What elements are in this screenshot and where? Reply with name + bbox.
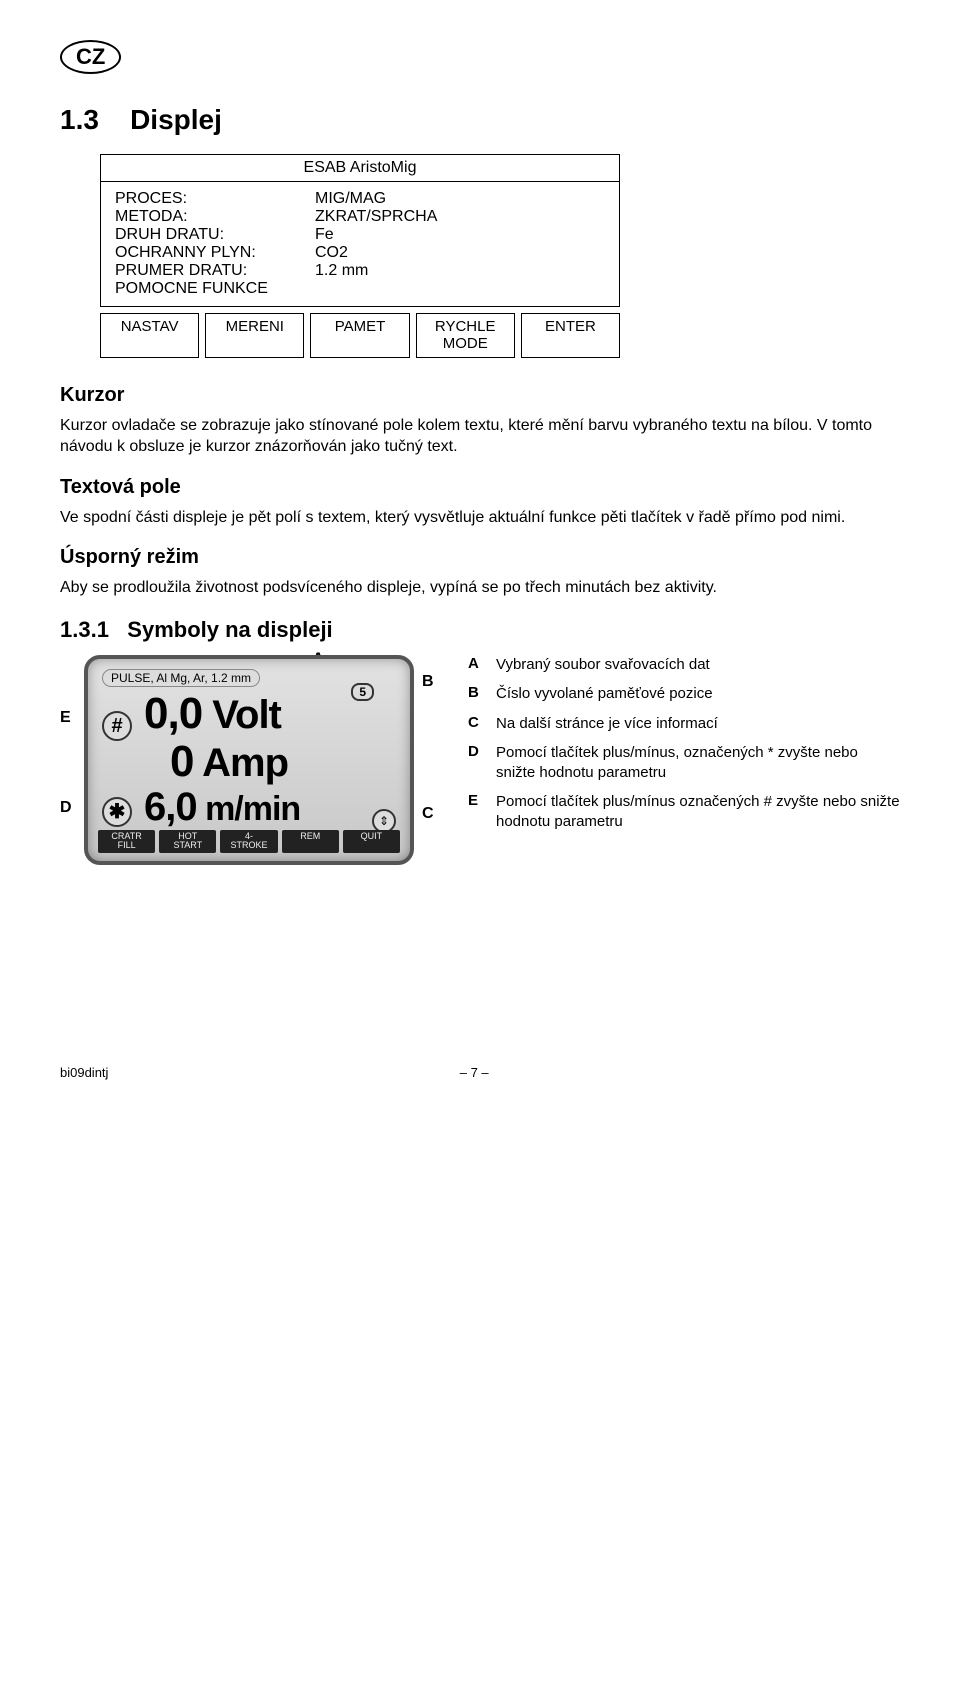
display-key: PRUMER DRATU:	[115, 262, 315, 280]
hash-icon: #	[102, 711, 132, 741]
softkey: NASTAV	[100, 313, 199, 358]
display-key: POMOCNE FUNKCE	[115, 280, 315, 298]
lcd-softkeys: CRATR FILL HOT START 4- STROKE REM QUIT	[98, 830, 400, 853]
lcd-screen: PULSE, Al Mg, Ar, 1.2 mm 5 # ✱ 0,0 Volt …	[84, 655, 414, 865]
label-c: C	[422, 805, 434, 823]
lcd-softkey: 4- STROKE	[220, 830, 277, 853]
usporny-heading: Úsporný režim	[60, 546, 900, 569]
section-number: 1.3	[60, 104, 99, 135]
label-d: D	[60, 799, 72, 817]
legend-key: C	[468, 714, 496, 734]
subsection-heading: 1.3.1 Symboly na displeji	[60, 617, 900, 643]
section-heading: 1.3 Displej	[60, 104, 900, 136]
lcd-topline: PULSE, Al Mg, Ar, 1.2 mm	[102, 669, 260, 687]
lcd-mempos: 5	[351, 683, 374, 701]
language-badge: CZ	[60, 40, 121, 74]
lcd-amp-unit: Amp	[202, 741, 288, 785]
symbols-figure: A E D PULSE, Al Mg, Ar, 1.2 mm 5 # ✱ 0,0…	[60, 655, 900, 865]
subsection-title: Symboly na displeji	[127, 617, 332, 642]
usporny-text: Aby se prodloužila životnost podsvícenéh…	[60, 577, 900, 599]
page-footer: bi09dintj – 7 –	[60, 1065, 900, 1080]
kurzor-text: Kurzor ovladače se zobrazuje jako stínov…	[60, 415, 900, 458]
lcd-softkey: CRATR FILL	[98, 830, 155, 853]
star-icon: ✱	[102, 797, 132, 827]
softkey-row: NASTAV MERENI PAMET RYCHLE MODE ENTER	[100, 313, 620, 358]
footer-page: – 7 –	[108, 1065, 840, 1080]
lcd-speed-unit: m/min	[205, 790, 300, 828]
lcd-volt-unit: Volt	[212, 693, 281, 737]
textova-heading: Textová pole	[60, 476, 900, 499]
softkey: MERENI	[205, 313, 304, 358]
legend-key: A	[468, 655, 496, 675]
display-val: ZKRAT/SPRCHA	[315, 208, 437, 226]
label-e: E	[60, 709, 71, 727]
display-val: MIG/MAG	[315, 190, 386, 208]
display-val: 1.2 mm	[315, 262, 368, 280]
lcd-softkey: REM	[282, 830, 339, 853]
textova-text: Ve spodní části displeje je pět polí s t…	[60, 507, 900, 529]
footer-left: bi09dintj	[60, 1065, 108, 1080]
section-title: Displej	[130, 104, 222, 135]
legend-val: Číslo vyvolané paměťové pozice	[496, 684, 900, 704]
left-labels: E D	[60, 655, 84, 865]
display-key: DRUH DRATU:	[115, 226, 315, 244]
display-key: OCHRANNY PLYN:	[115, 244, 315, 262]
display-val: CO2	[315, 244, 348, 262]
lcd-speed-val: 6,0	[144, 785, 197, 829]
display-title: ESAB AristoMig	[101, 155, 619, 182]
display-key: METODA:	[115, 208, 315, 226]
softkey: ENTER	[521, 313, 620, 358]
subsection-number: 1.3.1	[60, 617, 109, 642]
legend-val: Vybraný soubor svařovacích dat	[496, 655, 900, 675]
legend-key: D	[468, 743, 496, 782]
label-b: B	[422, 673, 434, 691]
lcd-amp-val: 0	[170, 737, 193, 786]
legend-val: Na další stránce je více informací	[496, 714, 900, 734]
legend: AVybraný soubor svařovacích dat BČíslo v…	[468, 655, 900, 842]
legend-key: E	[468, 792, 496, 831]
display-val: Fe	[315, 226, 334, 244]
lcd-softkey: QUIT	[343, 830, 400, 853]
display-key: PROCES:	[115, 190, 315, 208]
softkey: PAMET	[310, 313, 409, 358]
legend-key: B	[468, 684, 496, 704]
legend-val: Pomocí tlačítek plus/mínus, označených *…	[496, 743, 900, 782]
softkey: RYCHLE MODE	[416, 313, 515, 358]
lcd-softkey: HOT START	[159, 830, 216, 853]
kurzor-heading: Kurzor	[60, 384, 900, 407]
display-mockup: ESAB AristoMig PROCES:MIG/MAG METODA:ZKR…	[100, 154, 620, 307]
mid-labels: B C	[414, 655, 444, 865]
display-body: PROCES:MIG/MAG METODA:ZKRAT/SPRCHA DRUH …	[101, 182, 619, 306]
lcd-volt-val: 0,0	[144, 689, 202, 738]
legend-val: Pomocí tlačítek plus/mínus označených # …	[496, 792, 900, 831]
